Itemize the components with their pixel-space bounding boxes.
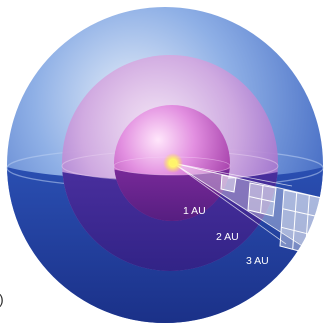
edge-mark: ): [0, 291, 4, 307]
grid-3au: [279, 189, 323, 257]
label-3au: 3 AU: [246, 255, 269, 267]
grid-1au: [220, 174, 237, 193]
light-cone: [172, 162, 323, 257]
grid-2au: [247, 182, 277, 217]
label-2au: 2 AU: [216, 231, 239, 243]
sun: [163, 153, 183, 173]
label-1au: 1 AU: [183, 205, 206, 217]
